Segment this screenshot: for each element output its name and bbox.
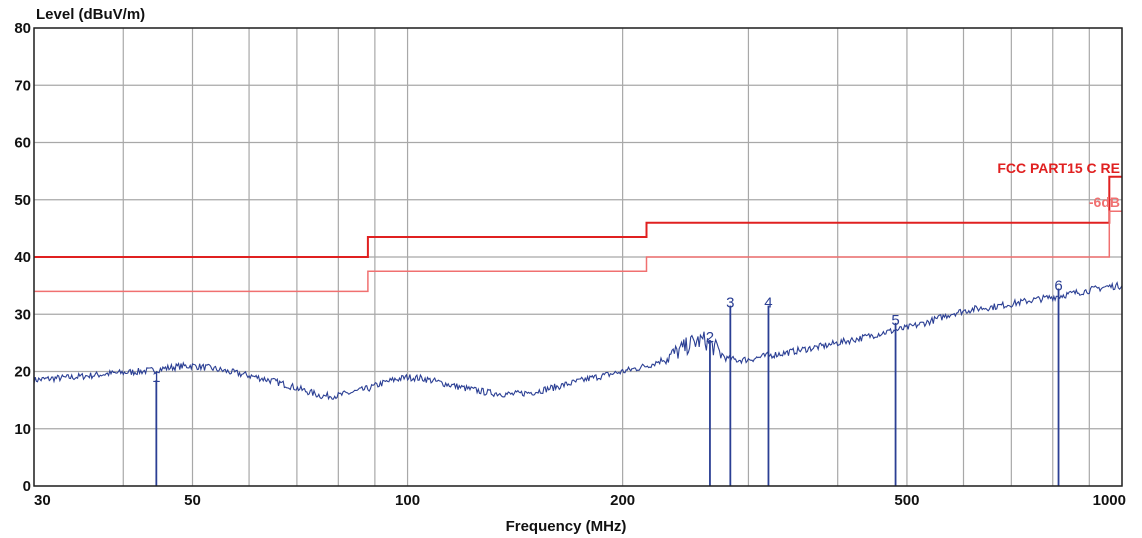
measurement-trace bbox=[33, 281, 1123, 401]
x-tick-label: 500 bbox=[894, 492, 919, 509]
tick-labels: 0 10 20 30 40 50 60 70 80 30 50 100 200 500 1000 bbox=[14, 20, 1126, 509]
marker: 3 bbox=[726, 295, 735, 486]
marker: 1 bbox=[152, 369, 161, 486]
y-axis-label: Level (dBuV/m) bbox=[36, 6, 145, 23]
x-tick-label: 30 bbox=[34, 492, 51, 509]
y-tick-label: 40 bbox=[14, 249, 31, 266]
limit-labels: FCC PART15 C RE -6dB bbox=[997, 160, 1120, 210]
marker-label: 3 bbox=[726, 295, 734, 312]
y-tick-label: 80 bbox=[14, 20, 31, 37]
y-tick-label: 30 bbox=[14, 306, 31, 323]
limit-line bbox=[34, 210, 1122, 293]
x-axis-label: Frequency (MHz) bbox=[506, 518, 627, 535]
marker-label: 6 bbox=[1054, 277, 1062, 294]
marker: 5 bbox=[891, 312, 900, 486]
marker-label: 1 bbox=[152, 369, 160, 386]
y-tick-label: 50 bbox=[14, 192, 31, 209]
margin-line-label: -6dB bbox=[1089, 194, 1120, 210]
x-tick-label: 1000 bbox=[1093, 492, 1126, 509]
marker: 2 bbox=[706, 329, 714, 486]
marker-label: 2 bbox=[706, 329, 714, 346]
y-tick-label: 70 bbox=[14, 77, 31, 94]
y-tick-label: 10 bbox=[14, 421, 31, 438]
x-tick-label: 100 bbox=[395, 492, 420, 509]
marker-label: 4 bbox=[764, 295, 772, 312]
limit-lines bbox=[34, 175, 1122, 293]
marker-label: 5 bbox=[891, 312, 899, 329]
limit-line bbox=[34, 175, 1122, 258]
markers: 123 456 bbox=[152, 277, 1063, 486]
trace-line bbox=[33, 281, 1123, 401]
limit-line-label: FCC PART15 C RE bbox=[997, 160, 1120, 176]
y-tick-label: 20 bbox=[14, 364, 31, 381]
y-tick-label: 60 bbox=[14, 135, 31, 152]
marker: 4 bbox=[764, 295, 773, 486]
plot-frame bbox=[33, 27, 1123, 487]
marker: 6 bbox=[1054, 277, 1063, 486]
x-tick-label: 50 bbox=[184, 492, 201, 509]
x-tick-label: 200 bbox=[610, 492, 635, 509]
y-tick-label: 0 bbox=[23, 478, 31, 495]
